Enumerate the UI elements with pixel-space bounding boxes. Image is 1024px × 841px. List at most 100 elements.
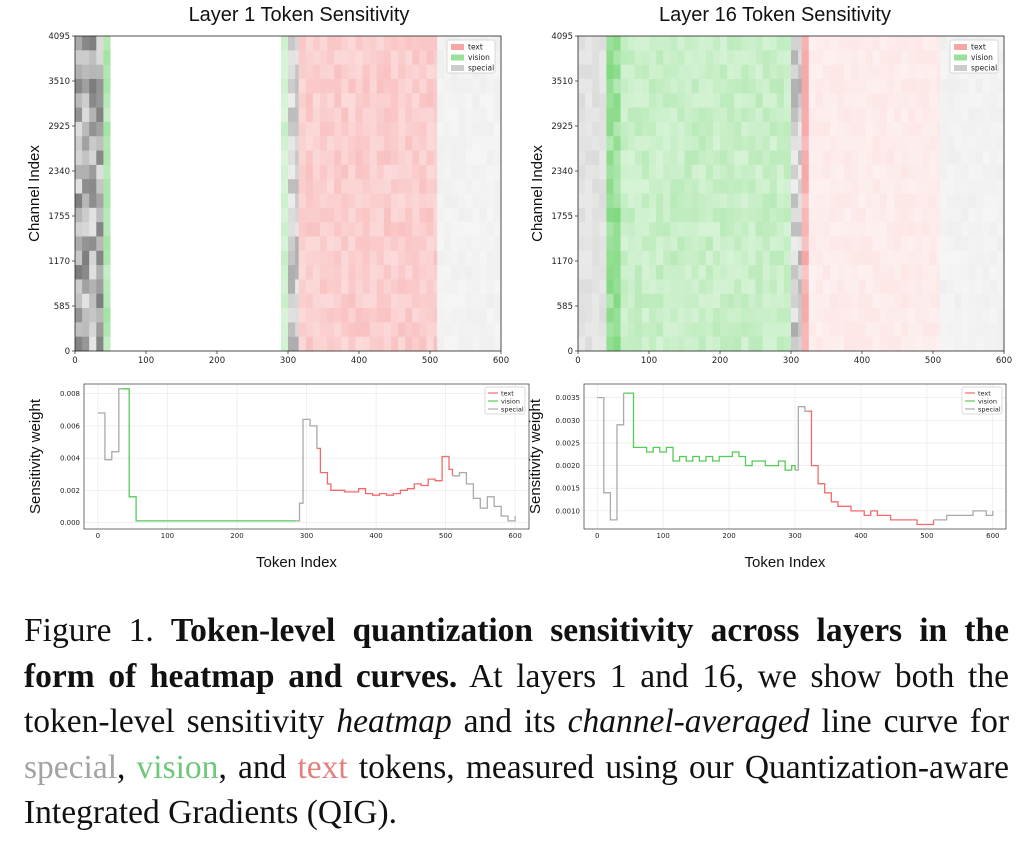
heatmap-cell [791, 193, 799, 209]
heatmap-cell [209, 136, 218, 152]
heatmap-cell [808, 222, 817, 237]
heatmap-cell [585, 222, 593, 237]
heatmap-cell [865, 279, 874, 295]
heatmap-cell [383, 207, 392, 223]
heatmap-cell [305, 150, 314, 166]
heatmap-cell [762, 308, 771, 323]
heatmap-cell [712, 207, 721, 223]
heatmap-cell [858, 250, 867, 266]
heatmap-cell [369, 93, 378, 109]
heatmap-cell [929, 179, 938, 194]
heatmap-cell [288, 136, 296, 152]
heatmap-cell [451, 164, 459, 180]
heatmap-cell [872, 136, 881, 152]
heatmap-cell [915, 93, 923, 109]
heatmap-cell [146, 193, 154, 209]
heatmap-cell [465, 279, 474, 295]
heatmap-cell [915, 250, 923, 266]
heatmap-cell [830, 250, 838, 266]
heatmap-cell [348, 279, 356, 295]
heatmap-cell [327, 36, 335, 51]
heatmap-cell [426, 150, 435, 166]
heatmap-cell [259, 78, 268, 94]
heatmap-cell [996, 136, 1005, 152]
heatmap-cell [837, 236, 845, 252]
heatmap-cell [663, 150, 671, 166]
heatmap-cell [110, 336, 119, 352]
heatmap-cell [238, 150, 246, 166]
heatmap-cell [656, 207, 664, 223]
heatmap-cell [783, 293, 792, 309]
heatmap-cell [444, 207, 452, 223]
heatmap-cell [936, 222, 941, 237]
heatmap-cell [458, 193, 466, 209]
heatmap-cell [433, 279, 438, 295]
heatmap-cell [830, 50, 838, 66]
heatmap-cell [578, 107, 586, 123]
heatmap-cell [319, 107, 328, 123]
heatmap-cell [627, 107, 636, 123]
heatmap-cell [961, 93, 969, 109]
heatmap-cell [734, 36, 742, 51]
heatmap-cell [437, 293, 445, 309]
heatmap-cell [160, 64, 168, 80]
heatmap-cell [783, 179, 792, 194]
heatmap-cell [947, 78, 955, 94]
heatmap-cell [188, 121, 197, 137]
heatmap-cell [698, 250, 707, 266]
heatmap-cell [858, 193, 867, 209]
heatmap-cell [266, 265, 275, 280]
heatmap-cell [886, 222, 895, 237]
heatmap-cell [181, 193, 190, 209]
heatmap-cell [398, 207, 406, 223]
heatmap-cell [670, 265, 678, 280]
heatmap-cell [405, 64, 413, 80]
heatmap-cell [280, 279, 289, 295]
heatmap-cell [879, 336, 888, 352]
heatmap-cell [727, 322, 735, 338]
heatmap-cell [808, 93, 817, 109]
heatmap-cell [720, 308, 728, 323]
heatmap-cell [592, 322, 600, 338]
heatmap-cell [174, 78, 182, 94]
heatmap-cell [465, 308, 474, 323]
heatmap-cell [798, 207, 803, 223]
heatmap-cell [426, 121, 435, 137]
heatmap-cell [634, 121, 643, 137]
heatmap-cell [893, 207, 902, 223]
heatmap-cell [908, 50, 916, 66]
heatmap-cell [908, 336, 916, 352]
heatmap-cell [705, 293, 714, 309]
heatmap-cell [245, 50, 253, 66]
heatmap-cell [273, 207, 282, 223]
heatmap-cell [75, 150, 83, 166]
heatmap-cell [444, 265, 452, 280]
heatmap-cell [585, 121, 593, 137]
heatmap-cell [684, 93, 693, 109]
heatmap-cell [755, 93, 764, 109]
heatmap-cell [238, 164, 246, 180]
heatmap-cell [103, 308, 111, 323]
heatmap-cell [231, 250, 239, 266]
heatmap-cell [858, 64, 867, 80]
heatmap-cell [620, 293, 629, 309]
heatmap-cell [224, 150, 232, 166]
heatmap-cell [433, 265, 438, 280]
heatmap-cell [252, 64, 261, 80]
heatmap-cell [319, 136, 328, 152]
heatmap-cell [259, 36, 268, 51]
heatmap-cell [936, 64, 941, 80]
heatmap-cell [613, 279, 622, 295]
heatmap-cell [319, 179, 328, 194]
heatmap-cell [801, 250, 810, 266]
heatmap-cell [901, 150, 909, 166]
heatmap-cell [174, 193, 182, 209]
heatmap-cell [465, 250, 474, 266]
heatmap-cell [486, 164, 495, 180]
heatmap-cell [961, 121, 969, 137]
heatmap-cell [837, 279, 845, 295]
heatmap-cell [865, 222, 874, 237]
heatmap-cell [238, 64, 246, 80]
heatmap-cell [383, 64, 392, 80]
heatmap-cell [259, 222, 268, 237]
